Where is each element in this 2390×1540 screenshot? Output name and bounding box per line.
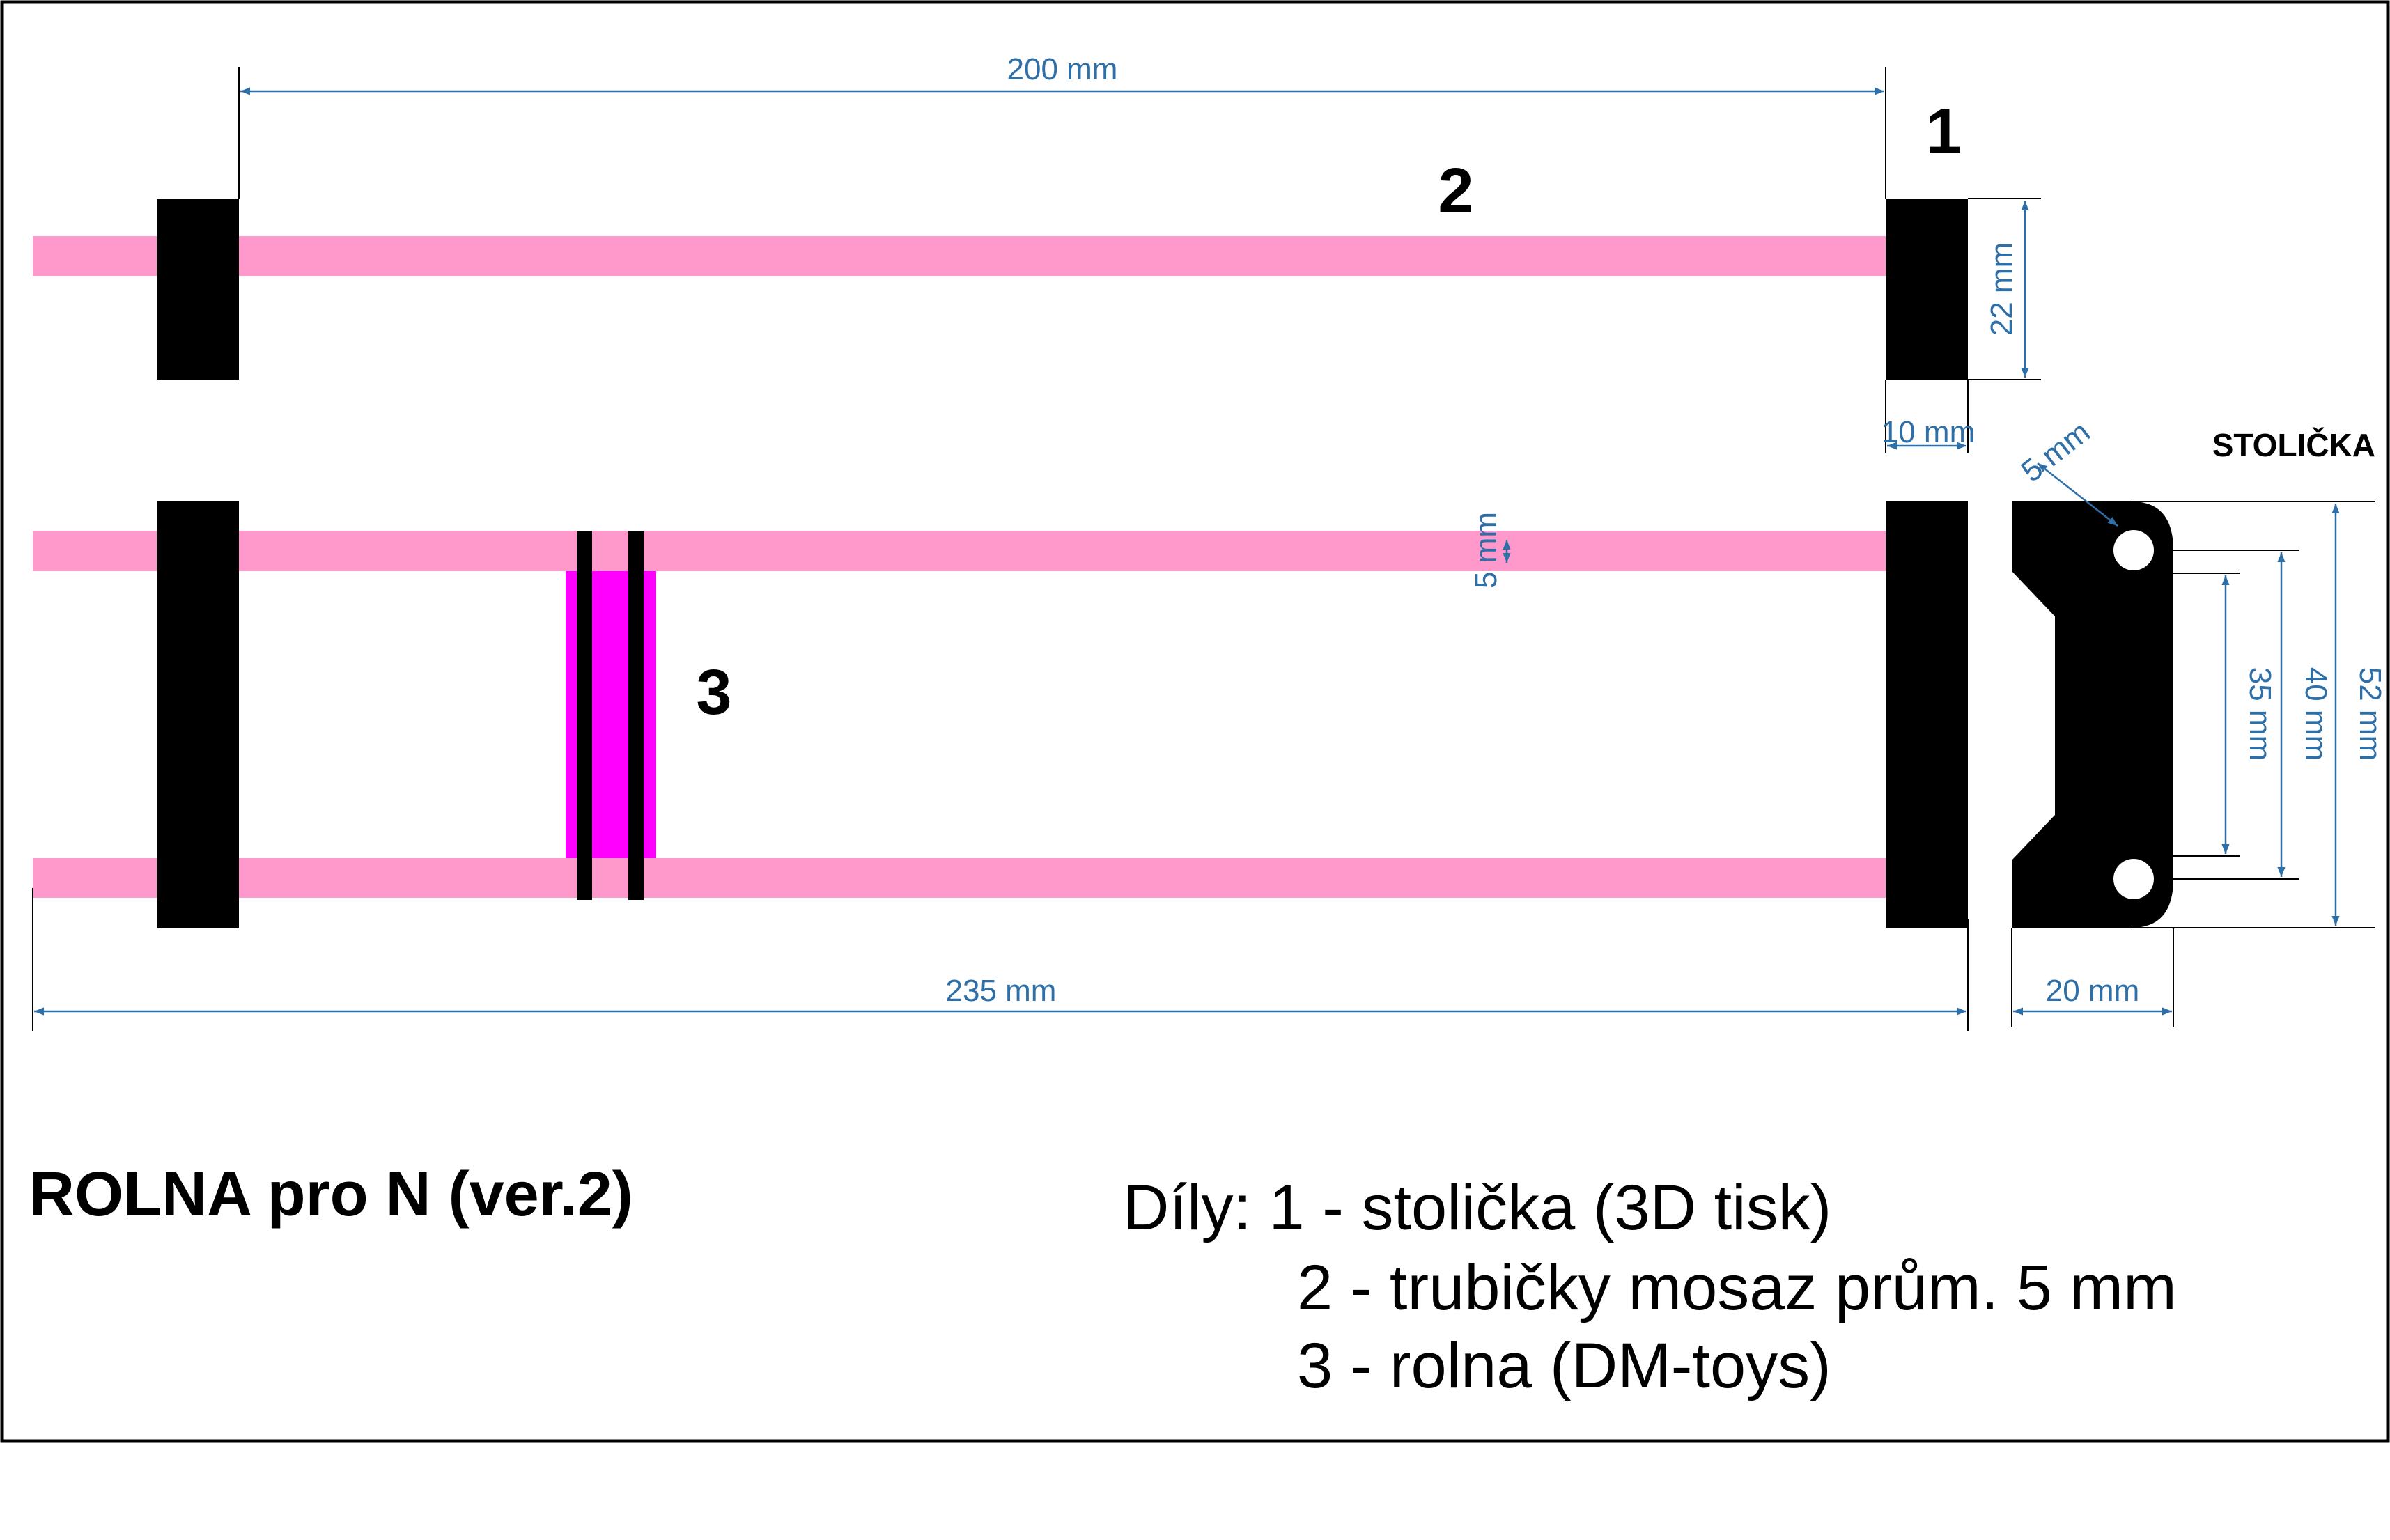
sleeper-right-top (1886, 199, 1968, 380)
part-label-2: 2 (1438, 155, 1473, 226)
roller-flange-left (577, 531, 592, 900)
dim-52-label: 52 mm (2353, 667, 2387, 761)
dim-line-hole-5 (2037, 462, 2118, 527)
dim-40-label: 40 mm (2299, 667, 2333, 761)
stolicka-profile (2012, 501, 2173, 928)
sleeper-left-top (157, 199, 239, 380)
dim-235-label: 235 mm (946, 974, 1057, 1008)
dim-200-label: 200 mm (1007, 52, 1118, 86)
part-label-3: 3 (696, 657, 731, 728)
sleeper-left-bottom (157, 501, 239, 928)
brass-tube-top (33, 236, 1967, 276)
stolicka-hole-top (2113, 530, 2154, 570)
dim-10-label: 10 mm (1881, 415, 1975, 449)
brass-tube-lower (33, 858, 1967, 898)
dim-35-label: 35 mm (2243, 667, 2277, 761)
drawing-title: ROLNA pro N (ver.2) (29, 1160, 633, 1229)
dim-20-label: 20 mm (2046, 974, 2139, 1008)
parts-line-2: 2 - trubičky mosaz prům. 5 mm (1297, 1252, 2177, 1323)
parts-line-3: 3 - rolna (DM-toys) (1297, 1330, 1831, 1401)
stolicka-hole-bottom (2113, 859, 2154, 899)
brass-tube-upper (33, 531, 1967, 571)
part-label-1: 1 (1925, 96, 1961, 167)
sleeper-right-bottom (1886, 501, 1968, 928)
dim-tube-5-label: 5 mm (1469, 512, 1503, 589)
drawing-frame (0, 0, 2390, 1443)
dim-22-label: 22 mm (1985, 242, 2019, 336)
stolicka-title: STOLIČKA (2212, 427, 2375, 463)
parts-line-1: Díly: 1 - stolička (3D tisk) (1123, 1172, 1831, 1243)
roller-flange-right (628, 531, 644, 900)
